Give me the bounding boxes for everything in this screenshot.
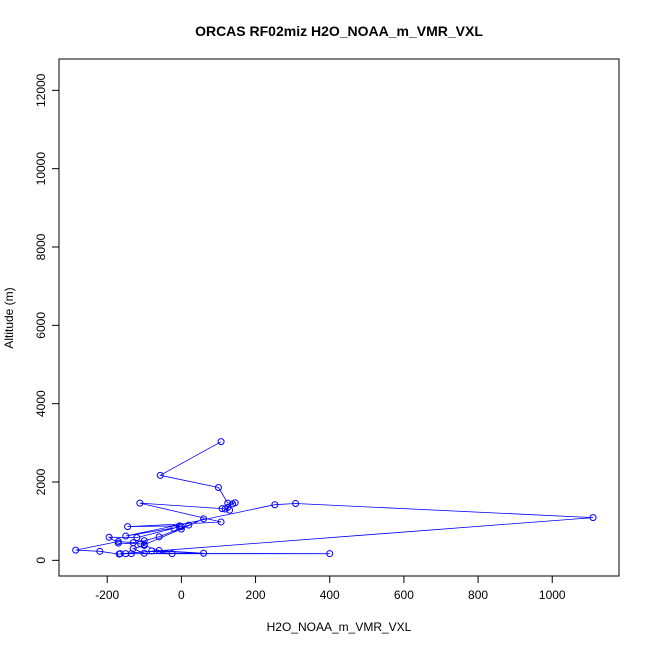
data-point: [124, 523, 132, 531]
data-point: [96, 547, 104, 555]
y-axis: 0 2000 4000 6000 8000 10000 12000: [34, 73, 60, 564]
y-tick-label: 2000: [34, 468, 48, 495]
x-axis: -200 0 200 400 600 800 1000: [95, 575, 566, 602]
series-layer: [72, 438, 597, 558]
data-point: [218, 505, 226, 513]
x-axis-label: H2O_NOAA_m_VMR_VXL: [267, 620, 412, 634]
x-tick-label: 800: [468, 588, 488, 602]
data-point: [155, 547, 163, 555]
data-point: [214, 483, 222, 491]
data-point: [170, 524, 178, 532]
data-point: [221, 505, 229, 513]
data-point: [105, 533, 113, 541]
data-point: [185, 521, 193, 529]
x-tick-label: 200: [246, 588, 266, 602]
data-point: [116, 550, 124, 558]
data-point: [140, 549, 148, 557]
data-point: [72, 546, 80, 554]
data-point: [292, 500, 300, 508]
data-point: [140, 537, 148, 545]
x-tick-label: -200: [95, 588, 119, 602]
y-tick-label: 10000: [34, 152, 48, 186]
data-point: [589, 514, 597, 522]
data-point: [148, 547, 156, 555]
data-point: [156, 471, 164, 479]
y-tick-label: 8000: [34, 233, 48, 260]
plot-frame: [58, 58, 620, 577]
data-point: [136, 499, 144, 507]
data-point: [122, 532, 130, 540]
data-point: [200, 515, 208, 523]
data-point: [271, 501, 279, 509]
data-point: [155, 533, 163, 541]
data-point: [217, 438, 225, 446]
x-tick-label: 1000: [539, 588, 566, 602]
y-tick-label: 4000: [34, 390, 48, 417]
y-axis-label: Altitude (m): [2, 287, 16, 348]
x-tick-label: 600: [394, 588, 414, 602]
data-point: [217, 518, 225, 526]
data-point: [177, 523, 185, 531]
chart-title: ORCAS RF02miz H2O_NOAA_m_VMR_VXL: [195, 23, 483, 39]
data-point: [229, 500, 237, 508]
data-point: [224, 499, 232, 507]
data-point: [326, 550, 334, 558]
data-point: [133, 534, 141, 542]
y-tick-label: 12000: [34, 73, 48, 107]
data-point: [114, 538, 122, 546]
data-point: [140, 541, 148, 549]
data-point: [200, 549, 208, 557]
data-point: [129, 545, 137, 553]
y-tick-label: 0: [34, 557, 48, 564]
series-line: [75, 441, 594, 555]
data-point: [226, 506, 234, 514]
y-tick-label: 6000: [34, 312, 48, 339]
data-point: [177, 525, 185, 533]
x-tick-label: 400: [320, 588, 340, 602]
x-tick-label: 0: [178, 588, 185, 602]
data-point: [168, 550, 176, 558]
